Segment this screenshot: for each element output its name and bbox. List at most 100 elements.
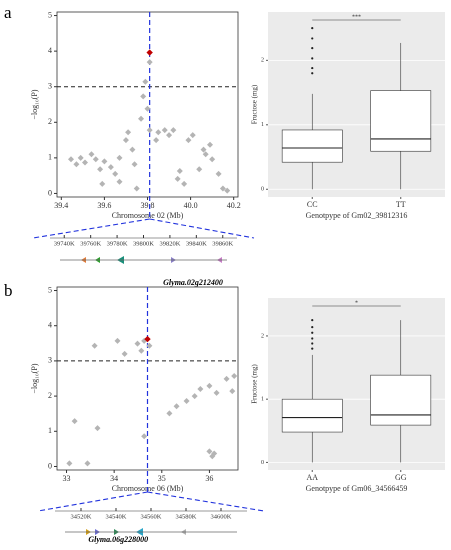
point xyxy=(101,158,108,165)
point xyxy=(68,156,75,163)
point xyxy=(140,93,147,100)
x-tick-label: GG xyxy=(395,473,407,482)
point xyxy=(91,342,98,349)
point xyxy=(161,127,168,134)
point xyxy=(174,175,181,182)
point xyxy=(170,127,177,134)
significance-label: * xyxy=(355,300,358,306)
point xyxy=(125,129,132,136)
point xyxy=(138,347,145,354)
point xyxy=(129,146,136,153)
y-tick-label: 0 xyxy=(261,187,264,193)
x-tick-label: 39760K xyxy=(80,240,101,247)
point xyxy=(153,137,160,144)
x-tick-label: 39820K xyxy=(159,240,180,247)
point xyxy=(211,450,218,457)
y-tick-label: 2 xyxy=(261,58,264,64)
point xyxy=(146,59,153,66)
point xyxy=(223,375,230,382)
x-tick-label: AA xyxy=(306,473,318,482)
point xyxy=(71,418,78,425)
point xyxy=(131,161,138,168)
point xyxy=(200,146,207,153)
point xyxy=(202,151,209,158)
point xyxy=(219,185,226,192)
point xyxy=(141,433,148,440)
y-axis-label: −log₁₀(P) xyxy=(30,89,39,119)
y-tick-label: 3 xyxy=(48,356,52,365)
zoom-line xyxy=(147,491,265,512)
box xyxy=(281,398,343,433)
y-axis-label: −log₁₀(P) xyxy=(30,363,39,393)
panel-label: a xyxy=(4,3,12,22)
point xyxy=(185,137,192,144)
point xyxy=(77,154,84,161)
point xyxy=(206,382,213,389)
y-tick-label: 0 xyxy=(261,460,264,466)
outlier xyxy=(311,342,314,345)
outlier xyxy=(311,347,314,350)
point xyxy=(121,350,128,357)
point xyxy=(166,132,173,139)
x-tick-label: 39.4 xyxy=(54,201,68,210)
point xyxy=(138,115,145,122)
point xyxy=(66,460,73,467)
x-tick-label: TT xyxy=(396,200,406,209)
point xyxy=(112,170,119,177)
x-tick-label: 39740K xyxy=(54,240,75,247)
point xyxy=(224,187,231,194)
point xyxy=(73,161,80,168)
x-tick-label: 39.8 xyxy=(141,201,155,210)
point xyxy=(191,393,198,400)
point xyxy=(176,168,183,175)
y-tick-label: 4 xyxy=(48,46,52,55)
y-axis-label: Fructose (mg) xyxy=(251,364,259,404)
outlier xyxy=(311,27,314,30)
point xyxy=(181,180,188,187)
outlier xyxy=(311,337,314,340)
point xyxy=(84,460,91,467)
zoom-line xyxy=(37,491,148,512)
outlier xyxy=(311,325,314,329)
y-axis-label: Fructose (mg) xyxy=(251,84,259,124)
point xyxy=(116,178,123,185)
point xyxy=(206,448,213,455)
outlier xyxy=(311,46,314,50)
gene-name: Glyma.06g228000 xyxy=(88,535,148,544)
zoom-line xyxy=(149,218,255,239)
point xyxy=(231,373,238,380)
outlier xyxy=(311,331,314,334)
point xyxy=(107,164,114,171)
x-tick-label: CC xyxy=(307,200,318,209)
x-axis-label: Chromosome 02 (Mb) xyxy=(112,211,184,220)
x-tick-label: 40.2 xyxy=(227,201,241,210)
point xyxy=(209,156,216,163)
point xyxy=(134,340,141,347)
outlier xyxy=(311,72,314,75)
point xyxy=(82,159,89,166)
point xyxy=(215,170,222,177)
y-tick-label: 1 xyxy=(261,122,264,128)
point xyxy=(213,389,220,396)
x-tick-label: 33 xyxy=(63,474,71,483)
point xyxy=(173,403,180,410)
outlier xyxy=(311,319,314,322)
y-tick-label: 2 xyxy=(48,117,52,126)
y-tick-label: 1 xyxy=(48,153,52,162)
x-axis-label: Genotpype of Gm06_34566459 xyxy=(306,484,408,493)
x-axis-label: Genotpype of Gm02_39812316 xyxy=(306,211,408,220)
x-tick-label: 39800K xyxy=(133,240,154,247)
x-tick-label: 40.0 xyxy=(184,201,198,210)
point xyxy=(166,410,173,417)
point xyxy=(144,105,151,112)
outlier xyxy=(311,37,314,40)
y-tick-label: 5 xyxy=(48,285,52,294)
lead-point xyxy=(146,49,153,56)
x-tick-label: 34560K xyxy=(141,513,162,520)
x-tick-label: 34540K xyxy=(106,513,127,520)
point xyxy=(114,337,121,344)
x-tick-label: 34580K xyxy=(176,513,197,520)
point xyxy=(155,129,162,136)
x-tick-label: 34600K xyxy=(211,513,232,520)
